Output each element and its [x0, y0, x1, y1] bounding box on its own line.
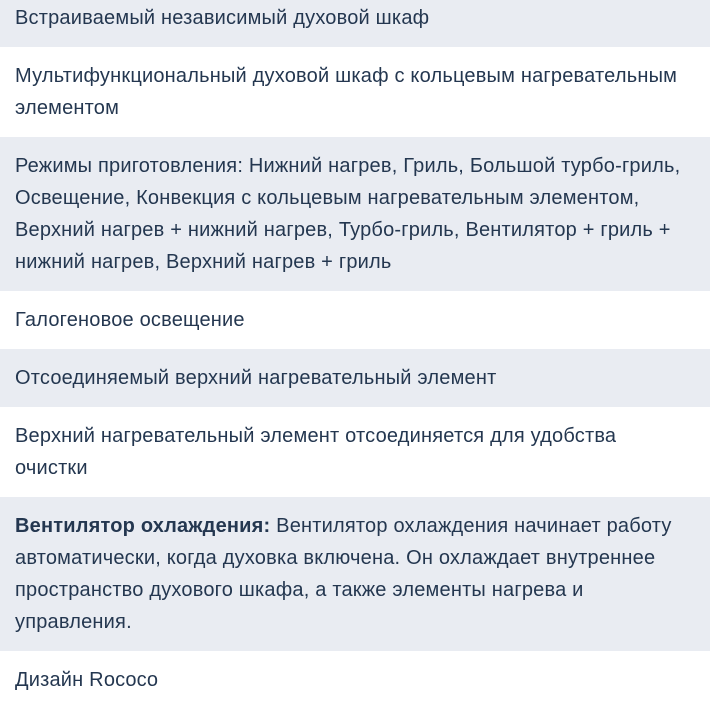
- spec-row-text: Вентилятор охлаждения начинает работу ав…: [15, 515, 672, 633]
- spec-row-text: Мультифункциональный духовой шкаф с коль…: [15, 65, 678, 119]
- spec-row: Отсоединяемый верхний нагревательный эле…: [0, 349, 710, 407]
- spec-row-text: Дизайн Rococo: [15, 669, 159, 691]
- spec-row-text: Верхний нагревательный элемент отсоединя…: [15, 425, 617, 479]
- spec-row: Мультифункциональный духовой шкаф с коль…: [0, 47, 710, 137]
- spec-row-bold-label: Вентилятор охлаждения:: [15, 515, 277, 537]
- spec-row: Дизайн Rococo: [0, 651, 710, 709]
- spec-row: Встраиваемый независимый духовой шкаф: [0, 0, 710, 47]
- spec-row: Верхний нагревательный элемент отсоединя…: [0, 407, 710, 497]
- spec-row: Вентилятор охлаждения: Вентилятор охлажд…: [0, 497, 710, 651]
- spec-row: Режимы приготовления: Нижний нагрев, Гри…: [0, 137, 710, 291]
- spec-row-text: Встраиваемый независимый духовой шкаф: [15, 7, 430, 29]
- spec-row-text: Галогеновое освещение: [15, 309, 245, 331]
- spec-row-text: Режимы приготовления: Нижний нагрев, Гри…: [15, 155, 681, 273]
- spec-row: Галогеновое освещение: [0, 291, 710, 349]
- spec-row-text: Отсоединяемый верхний нагревательный эле…: [15, 367, 497, 389]
